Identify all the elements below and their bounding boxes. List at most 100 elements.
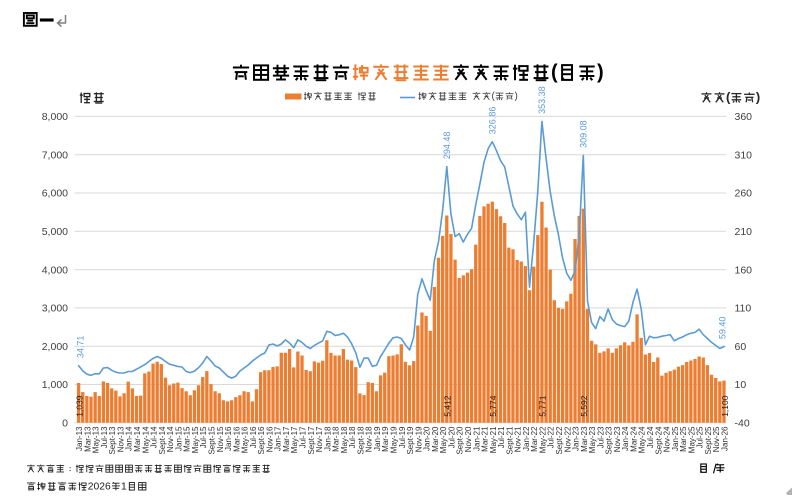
svg-text:Jan-22: Jan-22 [522,426,531,451]
svg-text:1,000: 1,000 [42,379,68,391]
svg-text:Jan-16: Jan-16 [224,426,233,451]
svg-text:Sept-13: Sept-13 [108,426,117,455]
svg-text:7,000: 7,000 [42,149,68,161]
svg-text:59.40: 59.40 [718,317,728,340]
svg-text:Jan-13: Jan-13 [75,426,84,451]
svg-text:Jan-19: Jan-19 [373,426,382,451]
svg-text:Jan-20: Jan-20 [423,426,432,451]
svg-text:): ) [756,89,760,104]
svg-text:326.86: 326.86 [488,107,498,135]
svg-text:Jan-26: Jan-26 [721,426,730,451]
svg-text:1,039: 1,039 [74,395,84,417]
svg-text:Mar-24: Mar-24 [630,426,639,452]
svg-text:Sept-14: Sept-14 [158,426,167,455]
svg-text:May-19: May-19 [390,426,399,453]
svg-text:May-23: May-23 [588,426,597,453]
svg-text:Sept-25: Sept-25 [704,426,713,455]
svg-text:2,000: 2,000 [42,341,68,353]
svg-text:360: 360 [735,111,753,123]
svg-text:Jan-25: Jan-25 [671,426,680,451]
svg-text:May-16: May-16 [241,426,250,453]
svg-text:Mar-18: Mar-18 [332,426,341,452]
svg-text:): ) [515,91,518,102]
svg-text:Mar-25: Mar-25 [679,426,688,452]
svg-text:10: 10 [735,379,747,391]
svg-text:Jul-25: Jul-25 [696,426,705,448]
svg-text:1,100: 1,100 [720,395,730,417]
svg-text:(: ( [726,89,731,104]
svg-text:Jul-17: Jul-17 [299,426,308,448]
svg-text:Sept-20: Sept-20 [456,426,465,455]
svg-text:4,000: 4,000 [42,264,68,276]
svg-text:): ) [597,61,604,83]
svg-text:Sept-21: Sept-21 [505,426,514,455]
svg-text:Jan-21: Jan-21 [472,426,481,451]
svg-text:Jul-22: Jul-22 [547,426,556,448]
svg-text:5,412: 5,412 [443,395,453,417]
svg-text:5,774: 5,774 [488,395,498,417]
svg-text:Sept-22: Sept-22 [555,426,564,455]
svg-text:May-22: May-22 [538,426,547,453]
svg-text:May-20: May-20 [439,426,448,453]
svg-text:Jul-20: Jul-20 [447,426,456,448]
svg-text:Sept-15: Sept-15 [208,426,217,455]
svg-text:34.71: 34.71 [76,336,86,359]
svg-text:Mar-15: Mar-15 [183,426,192,452]
svg-text:May-15: May-15 [191,426,200,453]
svg-text:Nov-22: Nov-22 [563,426,572,452]
svg-text:2026: 2026 [88,481,111,492]
svg-text:5,000: 5,000 [42,226,68,238]
svg-text:Nov-16: Nov-16 [265,426,274,452]
svg-text:Mar-20: Mar-20 [431,426,440,452]
svg-text:Sept-16: Sept-16 [257,426,266,455]
svg-text:Mar-21: Mar-21 [481,426,490,452]
svg-text:Mar-13: Mar-13 [83,426,92,452]
svg-text:Jul-24: Jul-24 [646,426,655,448]
svg-text:Nov-18: Nov-18 [365,426,374,452]
svg-text:260: 260 [735,188,753,200]
svg-text:Jul-18: Jul-18 [348,426,357,448]
svg-text:8,000: 8,000 [42,111,68,123]
svg-text:May-18: May-18 [340,426,349,453]
svg-text:353.38: 353.38 [537,86,547,114]
svg-text:May-25: May-25 [687,426,696,453]
svg-text:160: 160 [735,264,753,276]
svg-text:Jul-23: Jul-23 [596,426,605,448]
svg-text:Nov-13: Nov-13 [117,426,126,452]
svg-text:Mar-16: Mar-16 [232,426,241,452]
svg-text:Sept-24: Sept-24 [654,426,663,455]
svg-text:Nov-24: Nov-24 [663,426,672,452]
svg-text:Jan-14: Jan-14 [125,426,134,451]
svg-text:Sept-18: Sept-18 [356,426,365,455]
svg-text:Nov-19: Nov-19 [414,426,423,452]
svg-text:Jan-24: Jan-24 [621,426,630,451]
svg-text:5,771: 5,771 [538,395,548,417]
svg-text:110: 110 [735,303,752,315]
svg-text:Jul-16: Jul-16 [249,426,258,448]
svg-text:May-17: May-17 [290,426,299,453]
svg-text:0: 0 [62,418,68,430]
svg-text:Jul-21: Jul-21 [497,426,506,448]
svg-text:Mar-22: Mar-22 [530,426,539,452]
svg-text:Nov-20: Nov-20 [464,426,473,452]
svg-text:Jan-17: Jan-17 [274,426,283,451]
svg-text:294.48: 294.48 [442,132,452,160]
svg-text:Nov-14: Nov-14 [166,426,175,452]
svg-text:6,000: 6,000 [42,188,68,200]
svg-text:Jul-15: Jul-15 [199,426,208,448]
svg-text:(: ( [492,91,496,102]
svg-text:309.08: 309.08 [579,120,589,148]
svg-text:Jan-18: Jan-18 [323,426,332,451]
svg-text:3,000: 3,000 [42,303,68,315]
svg-text:Jul-19: Jul-19 [398,426,407,448]
svg-text:Jul-13: Jul-13 [100,426,109,448]
svg-text:Nov-17: Nov-17 [315,426,324,452]
svg-text:May-14: May-14 [141,426,150,453]
svg-text:Mar-14: Mar-14 [133,426,142,452]
svg-text:Mar-23: Mar-23 [580,426,589,452]
svg-text:Jan-15: Jan-15 [174,426,183,451]
svg-text:210: 210 [735,226,753,238]
svg-text:Jul-14: Jul-14 [150,426,159,448]
svg-text:May-24: May-24 [638,426,647,453]
svg-text:May-13: May-13 [92,426,101,453]
